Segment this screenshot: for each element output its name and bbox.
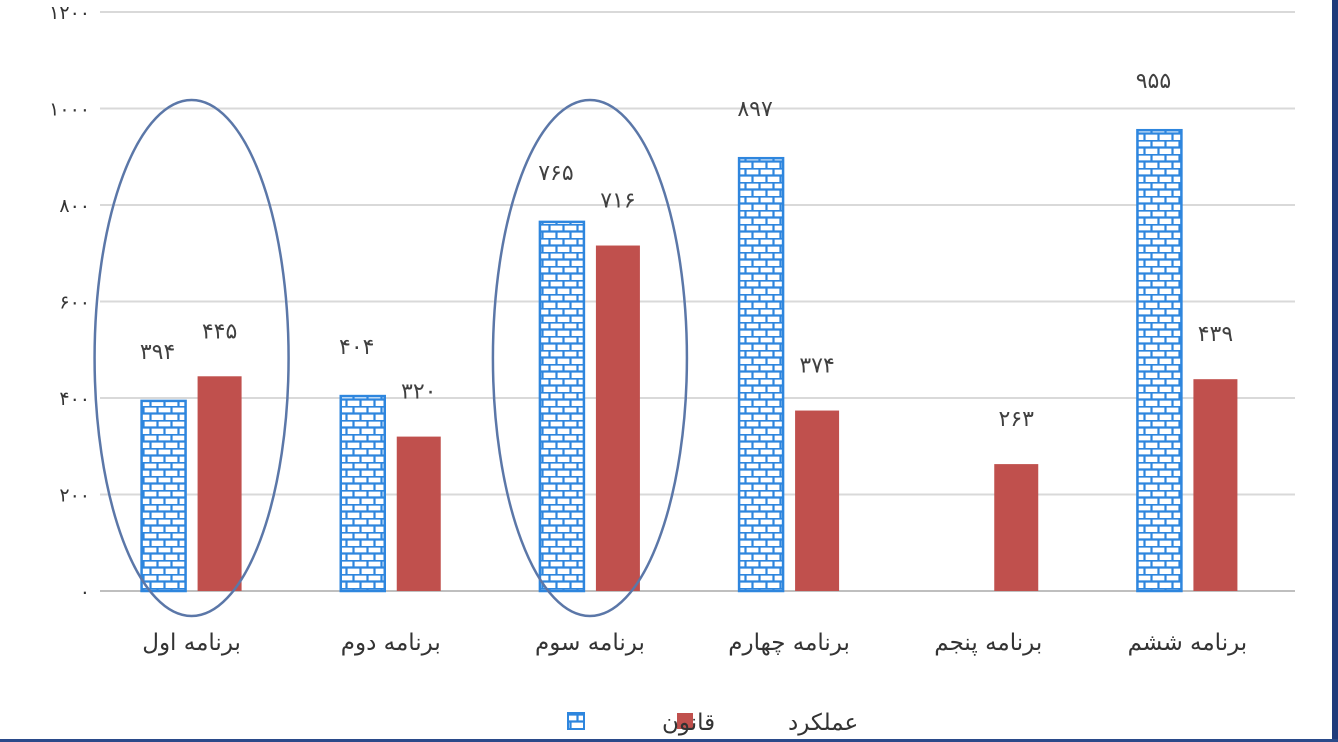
data-label: ۲۶۳ <box>999 407 1035 432</box>
bar-qanun <box>737 156 785 593</box>
bar-qanun <box>1136 128 1183 593</box>
bars: ۳۹۴ ۴۴۵ ۴۰۴ ۳۲۰ ۷۶۵ ۷۱۶ ۸۹۷ ۳۷۴ ۲۶۳ ۹۵۵ ۴۳۹ <box>140 69 1238 593</box>
y-tick-label: ۴۰۰ <box>59 388 90 410</box>
bar-qanun <box>140 399 187 593</box>
data-label: ۹۵۵ <box>1136 69 1171 94</box>
legend-label-amalkard: عملکرد <box>788 710 858 736</box>
bar-amalkard <box>795 410 840 591</box>
y-tick-label: ۱۰۰۰ <box>49 99 90 121</box>
y-tick-label: ۶۰۰ <box>59 292 90 314</box>
x-category-label: برنامه چهارم <box>728 630 850 656</box>
right-edge-border <box>1332 0 1338 742</box>
y-tick-label: ۱۲۰۰ <box>49 2 90 24</box>
highlight-ellipse <box>93 98 290 618</box>
bar-amalkard <box>1193 379 1238 591</box>
x-axis: برنامه اول برنامه دوم برنامه سوم برنامه چها… <box>142 630 1247 656</box>
x-category-label: برنامه اول <box>142 630 241 656</box>
y-tick-label: ۲۰۰ <box>59 485 90 507</box>
y-axis: ۰ ۲۰۰ ۴۰۰ ۶۰۰ ۸۰۰ ۱۰۰۰ ۱۲۰۰ <box>49 2 90 603</box>
bar-qanun <box>339 394 386 593</box>
y-tick-label: ۰ <box>80 581 90 603</box>
x-category-label: برنامه سوم <box>535 630 645 656</box>
highlight-ellipses <box>93 98 689 618</box>
legend-swatch-qanun <box>567 712 585 730</box>
bar-amalkard <box>197 376 242 591</box>
x-category-label: برنامه پنجم <box>934 630 1042 656</box>
data-label: ۳۹۴ <box>140 340 175 365</box>
bar-amalkard <box>994 464 1039 591</box>
data-label: ۸۹۷ <box>737 97 773 122</box>
highlight-ellipse <box>491 98 689 618</box>
data-label: ۳۲۰ <box>401 380 436 405</box>
y-tick-label: ۸۰۰ <box>59 195 90 217</box>
bar-qanun <box>538 220 586 593</box>
bar-amalkard <box>595 245 640 591</box>
bar-amalkard <box>396 436 441 591</box>
data-label: ۷۶۵ <box>538 161 573 186</box>
data-label: ۷۱۶ <box>600 189 635 214</box>
legend-swatch-amalkard <box>677 713 693 729</box>
data-label: ۳۷۴ <box>799 354 834 379</box>
legend-label-qanun: قانون <box>662 710 715 736</box>
x-category-label: برنامه دوم <box>341 630 441 656</box>
legend: عملکرد قانون <box>567 710 858 736</box>
data-label: ۴۰۴ <box>339 335 374 360</box>
data-label: ۴۳۹ <box>1198 322 1233 347</box>
gridlines <box>100 11 1295 592</box>
x-category-label: برنامه ششم <box>1128 630 1248 656</box>
bottom-edge-border <box>0 739 1338 742</box>
data-label: ۴۴۵ <box>202 319 237 344</box>
